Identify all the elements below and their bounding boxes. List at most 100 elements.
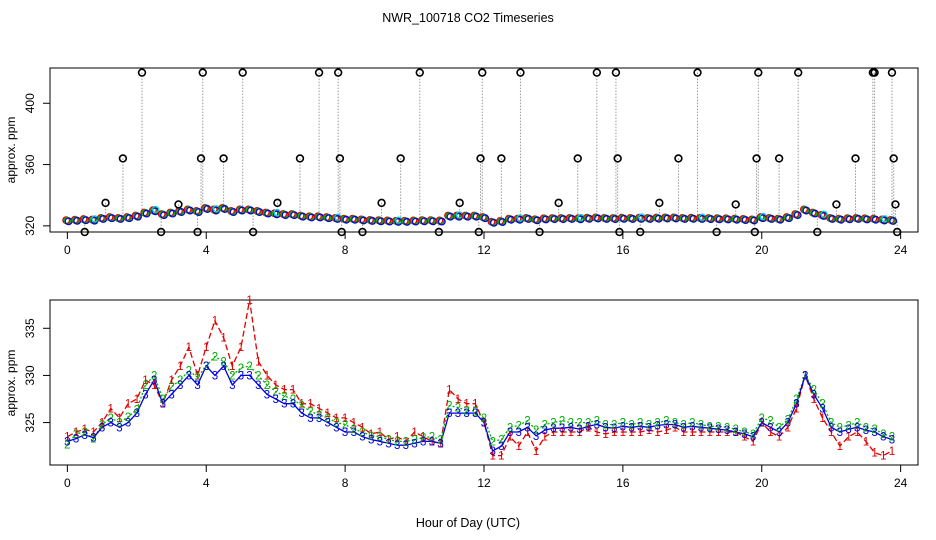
- bottom-ylabel: approx. ppm: [4, 350, 18, 417]
- series-3-point: 3: [481, 418, 487, 430]
- flag-marker: [333, 68, 343, 77]
- series-3-point: 3: [741, 429, 747, 441]
- series-2-point: 2: [602, 419, 608, 431]
- flag-marker: [750, 227, 760, 237]
- series-3-point: 3: [151, 375, 157, 387]
- baseline-marker: [785, 214, 793, 223]
- series-2-point: 2: [246, 361, 252, 373]
- series-1-point: 1: [698, 427, 704, 439]
- series-3-point: 3: [394, 440, 400, 452]
- series-1-point: 1: [533, 446, 539, 458]
- series-2-point: 2: [802, 370, 808, 382]
- series-3-point: 3: [73, 434, 79, 446]
- series-1-point: 1: [255, 356, 261, 368]
- series-2-point: 2: [463, 405, 469, 417]
- baseline-marker: [229, 208, 238, 217]
- bot-1-x-tick-label: 16: [616, 476, 630, 490]
- series-1-point: 1: [108, 403, 114, 415]
- series-3-point: 3: [229, 380, 235, 392]
- top-axes: 0 4 8 12 16 20 24 320 360 400: [23, 93, 908, 257]
- bottom-series-lines: [66, 299, 893, 457]
- series-3-point: 3: [620, 421, 626, 433]
- series-1-point: 1: [863, 436, 869, 448]
- series-1-point: 1: [802, 370, 808, 382]
- bot-1-x-tick-label: 24: [894, 476, 908, 490]
- series-3-point: 3: [134, 408, 140, 420]
- flag-marker: [396, 154, 405, 163]
- series-2-point: 2: [203, 361, 209, 373]
- series-1-point: 1: [272, 380, 278, 392]
- series-1-point: 1: [559, 427, 565, 439]
- series-1-point: 1: [811, 394, 817, 406]
- series-1-point: 1: [420, 432, 426, 444]
- series-3-point: 3: [845, 424, 851, 436]
- series-3-point: 3: [767, 422, 773, 434]
- series-1-point: 1: [377, 427, 383, 439]
- series-1-point: 1: [151, 380, 157, 392]
- series-2-point: 2: [489, 436, 495, 448]
- series-3-point: 3: [750, 432, 756, 444]
- flag-marker: [851, 154, 860, 163]
- series-3-point: 3: [403, 440, 409, 452]
- series-1-point: 1: [368, 429, 374, 441]
- top-panel: 0 4 8 12 16 20 24 320 360 400 approx. ppm: [4, 67, 919, 257]
- series-2-point: 2: [359, 427, 365, 439]
- series-3-point: 3: [542, 425, 548, 437]
- series-1-point: 1: [134, 394, 140, 406]
- series-2-point: 2: [741, 427, 747, 439]
- baseline-marker-cyan: [820, 210, 828, 218]
- flag-marker: [497, 154, 506, 163]
- series-1-point: 1: [585, 422, 591, 434]
- series-2-point: 2: [325, 413, 331, 425]
- series-3-point: 3: [108, 418, 114, 430]
- bot-1-x-tick-label: 12: [477, 476, 491, 490]
- series-1-point: 1: [481, 418, 487, 430]
- series-1-point: 1: [238, 342, 244, 354]
- flag-marker: [238, 68, 247, 77]
- bot-1-y-tick-label: 330: [23, 365, 37, 385]
- series-3-point: 3: [576, 424, 582, 436]
- series-3-point: 3: [238, 370, 244, 382]
- series-2-point: 2: [342, 419, 348, 431]
- series-3-point: 3: [194, 380, 200, 392]
- series-2-point: 2: [194, 372, 200, 384]
- flag-marker: [573, 154, 582, 163]
- flag-marker: [193, 227, 202, 237]
- series-2-point: 2: [793, 394, 799, 406]
- series-1-point: 1: [264, 370, 270, 382]
- series-1-point: 1: [342, 413, 348, 425]
- series-1-point: 1: [854, 427, 860, 439]
- series-2-point: 2: [828, 418, 834, 430]
- series-3-point: 3: [351, 427, 357, 439]
- series-2-point: 2: [724, 422, 730, 434]
- series-2-point: 2: [290, 394, 296, 406]
- series-1-point: 1: [90, 427, 96, 439]
- series-3-point: 3: [290, 399, 296, 411]
- baseline-marker: [498, 218, 507, 226]
- series-1-point: 1: [186, 342, 192, 354]
- series-3-point: 3: [489, 446, 495, 458]
- series-2-point: 2: [680, 419, 686, 431]
- flag-marker: [415, 68, 424, 77]
- flag-marker: [174, 200, 183, 209]
- series-1-point: 1: [524, 427, 530, 439]
- series-3-point: 3: [316, 413, 322, 425]
- series-1-point: 1: [385, 435, 391, 447]
- flag-marker: [476, 154, 485, 163]
- flag-marker: [613, 154, 622, 163]
- baseline-marker: [889, 217, 898, 225]
- baseline-marker: [750, 216, 759, 225]
- series-1-point: 1: [194, 370, 200, 382]
- series-3-point: 3: [863, 425, 869, 437]
- bot-1-x-tick-label: 20: [755, 476, 769, 490]
- series-2-point: 2: [368, 431, 374, 443]
- flag-marker: [337, 227, 346, 237]
- series-2-point: 2: [733, 424, 739, 436]
- series-2-point: 2: [403, 436, 409, 448]
- series-1-point: 1: [99, 418, 105, 430]
- series-2-point: 2: [64, 439, 70, 451]
- series-1-point: 1: [568, 427, 574, 439]
- series-1-point: 1: [819, 413, 825, 425]
- top-0-x-tick-label: 24: [894, 243, 908, 257]
